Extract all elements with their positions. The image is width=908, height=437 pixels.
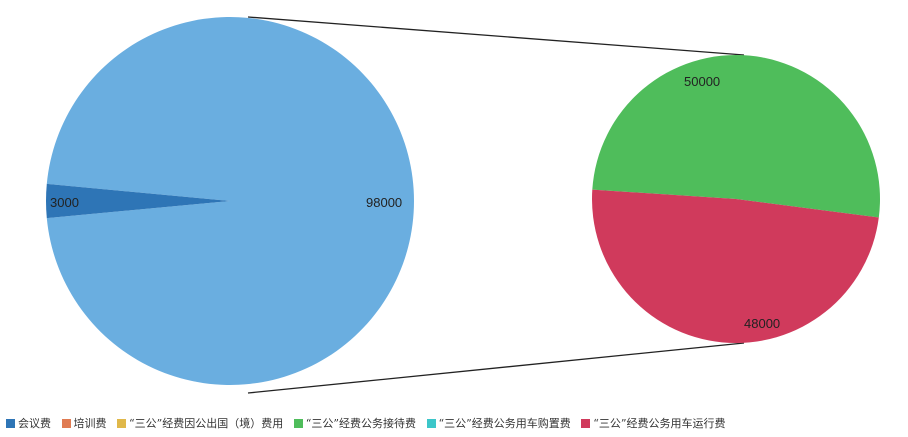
data-label-other: 98000 (366, 195, 402, 210)
main-slice-conference (45, 183, 230, 219)
legend-label: “三公”经费公务接待费 (305, 417, 416, 430)
legend-swatch (117, 419, 126, 428)
legend-label: “三公”经费公务用车运行费 (593, 417, 726, 430)
sub-slice-vehicle-operation (591, 189, 879, 344)
legend-item-conference: 会议费 (6, 416, 51, 432)
main-slice-other (46, 17, 414, 386)
connector-line-top (247, 16, 745, 56)
legend-item-overseas-travel: “三公”经费因公出国（境）费用 (117, 416, 283, 432)
secondary-pie (591, 55, 880, 344)
legend-item-vehicle-purchase: “三公”经费公务用车购置费 (426, 416, 571, 432)
legend-item-vehicle-operation: “三公”经费公务用车运行费 (581, 416, 726, 432)
data-label-conference: 3000 (50, 195, 79, 210)
main-pie (45, 17, 414, 386)
connector-line-bottom (247, 342, 745, 394)
legend-item-reception: “三公”经费公务接待费 (293, 416, 416, 432)
legend: 会议费 培训费 “三公”经费因公出国（境）费用 “三公”经费公务接待费 “三公”… (6, 416, 906, 432)
connector-lines (247, 16, 745, 394)
pie-of-pie-chart: 3000 98000 50000 48000 (45, 16, 880, 394)
legend-swatch (61, 419, 71, 428)
legend-label: 会议费 (18, 417, 51, 430)
legend-swatch (293, 419, 303, 428)
legend-swatch (6, 419, 15, 428)
legend-swatch (426, 419, 436, 428)
legend-label: 培训费 (73, 417, 107, 430)
data-labels: 3000 98000 50000 48000 (50, 74, 780, 331)
sub-slice-reception (592, 55, 880, 218)
legend-label: “三公”经费因公出国（境）费用 (129, 417, 284, 430)
legend-swatch (581, 419, 591, 428)
data-label-reception: 50000 (684, 74, 720, 89)
legend-label: “三公”经费公务用车购置费 (438, 417, 571, 430)
data-label-vehicle-operation: 48000 (744, 316, 780, 331)
legend-item-training: 培训费 (61, 416, 107, 432)
